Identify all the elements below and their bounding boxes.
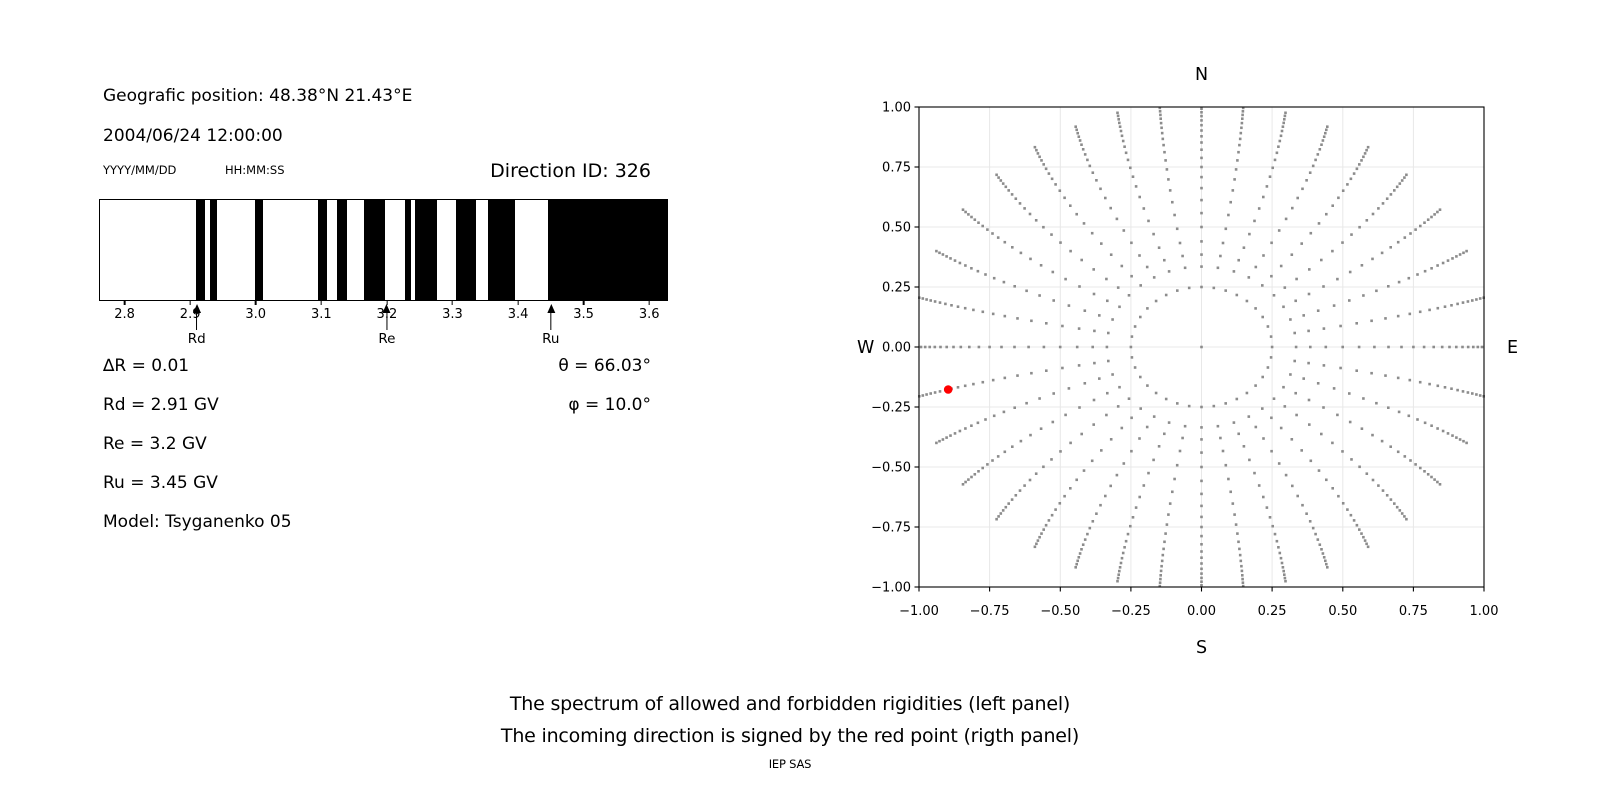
delta-r-label: ∆R = 0.01 bbox=[103, 356, 190, 376]
tick-label: 3.1 bbox=[310, 307, 332, 322]
ring-dots bbox=[1129, 285, 1274, 409]
tick-mark bbox=[583, 301, 585, 305]
date-format-label: YYYY/MM/DD bbox=[103, 163, 177, 177]
time-format-label: HH:MM:SS bbox=[225, 163, 285, 177]
tick-label: 3.3 bbox=[442, 307, 463, 322]
forbidden-band bbox=[404, 200, 412, 300]
spoke-dots bbox=[918, 106, 1485, 588]
axis-tick: 3.5 bbox=[573, 301, 594, 322]
svg-text:0.50: 0.50 bbox=[1328, 604, 1357, 619]
svg-text:0.00: 0.00 bbox=[882, 341, 911, 356]
forbidden-band bbox=[337, 200, 347, 300]
forbidden-band bbox=[209, 200, 218, 300]
caption-line-2: The incoming direction is signed by the … bbox=[500, 725, 1080, 747]
label-east: E bbox=[1507, 338, 1518, 358]
y-tick-labels: −1.00 −0.75 −0.50 −0.25 0.00 0.25 0.50 0.75 1.00 bbox=[871, 101, 919, 596]
svg-text:−0.25: −0.25 bbox=[871, 401, 911, 416]
arrow-shaft bbox=[550, 313, 552, 330]
theta-label: θ = 66.03° bbox=[558, 356, 651, 376]
svg-text:0.00: 0.00 bbox=[1187, 604, 1216, 619]
svg-text:−0.50: −0.50 bbox=[871, 461, 911, 476]
ru-label: Ru = 3.45 GV bbox=[103, 473, 218, 493]
svg-text:−0.75: −0.75 bbox=[871, 521, 911, 536]
tick-label: 3.6 bbox=[638, 307, 660, 322]
svg-text:1.00: 1.00 bbox=[1470, 604, 1499, 619]
tick-mark bbox=[320, 301, 322, 305]
svg-text:0.50: 0.50 bbox=[882, 221, 911, 236]
red-point bbox=[943, 385, 953, 394]
tick-label: 3.5 bbox=[573, 307, 594, 322]
svg-text:0.25: 0.25 bbox=[882, 281, 911, 296]
forbidden-band bbox=[363, 200, 386, 300]
label-south: S bbox=[1196, 638, 1207, 658]
forbidden-band bbox=[414, 200, 438, 300]
arrow-shaft bbox=[386, 313, 388, 330]
arrow-label: Re bbox=[378, 331, 396, 347]
tick-label: 2.8 bbox=[114, 307, 135, 322]
x-tick-labels: −1.00 −0.75 −0.50 −0.25 0.00 0.25 0.50 0.75 1.00 bbox=[899, 587, 1498, 619]
svg-text:−0.50: −0.50 bbox=[1040, 604, 1080, 619]
caption-line-1: The spectrum of allowed and forbidden ri… bbox=[509, 693, 1071, 715]
rd-arrow: Rd bbox=[188, 304, 206, 347]
rigidity-spectrum-plot bbox=[99, 199, 668, 301]
label-north: N bbox=[1195, 65, 1208, 85]
arrow-label: Ru bbox=[542, 331, 560, 347]
svg-text:0.25: 0.25 bbox=[1258, 604, 1287, 619]
direction-plot-svg: −1.00 −0.75 −0.50 −0.25 0.00 0.25 0.50 0.75 1.00… bbox=[857, 65, 1518, 658]
arrow-up-icon bbox=[382, 304, 391, 313]
forbidden-band bbox=[488, 200, 516, 300]
forbidden-band bbox=[255, 200, 263, 300]
svg-text:1.00: 1.00 bbox=[882, 101, 911, 116]
svg-text:−0.25: −0.25 bbox=[1111, 604, 1151, 619]
tick-label: 3.0 bbox=[245, 307, 267, 322]
forbidden-band bbox=[456, 200, 477, 300]
tick-mark bbox=[255, 301, 257, 305]
svg-text:−1.00: −1.00 bbox=[899, 604, 939, 619]
svg-text:−0.75: −0.75 bbox=[970, 604, 1010, 619]
tick-mark bbox=[386, 301, 388, 305]
re-arrow: Re bbox=[378, 304, 395, 347]
datetime-label: 2004/06/24 12:00:00 bbox=[103, 126, 283, 146]
tick-mark bbox=[189, 301, 191, 305]
axis-tick: 3.3 bbox=[442, 301, 463, 322]
tick-mark bbox=[451, 301, 454, 305]
phi-label: φ = 10.0° bbox=[568, 395, 651, 415]
model-label: Model: Tsyganenko 05 bbox=[103, 512, 292, 532]
re-label: Re = 3.2 GV bbox=[103, 434, 207, 454]
credit-label: IEP SAS bbox=[768, 757, 812, 771]
arrow-label: Rd bbox=[187, 331, 206, 347]
tick-mark bbox=[123, 301, 126, 305]
ru-arrow: Ru bbox=[542, 304, 560, 347]
arrow-up-icon bbox=[192, 304, 201, 313]
forbidden-band bbox=[547, 200, 667, 300]
svg-text:−1.00: −1.00 bbox=[871, 581, 911, 596]
axis-tick: 2.8 bbox=[114, 301, 135, 322]
rd-label: Rd = 2.91 GV bbox=[103, 395, 219, 415]
direction-id-label: Direction ID: 326 bbox=[490, 160, 651, 182]
tick-label: 3.4 bbox=[507, 307, 529, 322]
forbidden-band bbox=[318, 200, 327, 300]
arrow-shaft bbox=[196, 313, 198, 330]
svg-text:0.75: 0.75 bbox=[1399, 604, 1428, 619]
axis-tick: 3.4 bbox=[507, 301, 529, 322]
center-dot bbox=[1200, 345, 1203, 349]
tick-mark bbox=[517, 301, 519, 305]
direction-labels: N S W E bbox=[857, 65, 1518, 658]
forbidden-band bbox=[196, 200, 205, 300]
label-west: W bbox=[857, 338, 874, 358]
arrow-up-icon bbox=[546, 304, 555, 313]
axis-tick: 3.1 bbox=[311, 301, 332, 322]
svg-text:0.75: 0.75 bbox=[882, 161, 911, 176]
axis-tick: 3.0 bbox=[245, 301, 266, 322]
geographic-position-label: Geografic position: 48.38°N 21.43°E bbox=[103, 86, 413, 106]
tick-mark bbox=[648, 301, 650, 305]
axis-tick: 3.6 bbox=[639, 301, 660, 322]
